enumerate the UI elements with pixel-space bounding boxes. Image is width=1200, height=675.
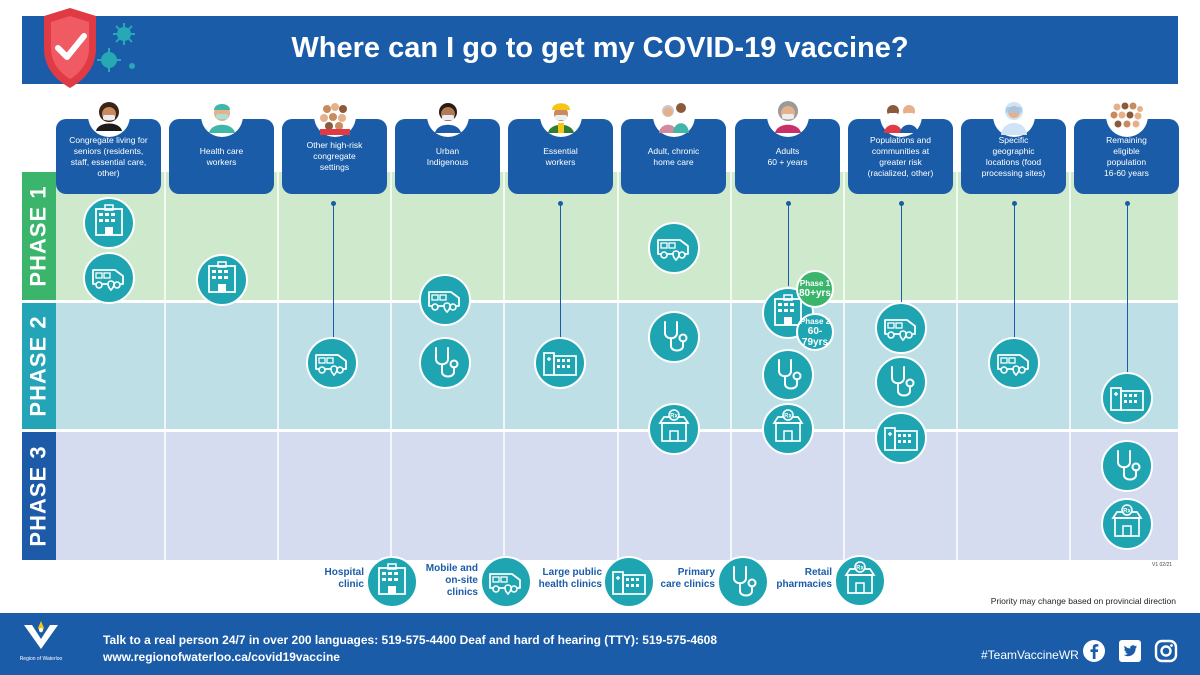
connector-dot (1012, 201, 1017, 206)
column-divider (164, 172, 166, 560)
stethoscope-icon (762, 349, 814, 401)
mobile-van-icon (306, 337, 358, 389)
essential-worker-avatar-icon (540, 95, 582, 137)
connector-dot (1125, 201, 1130, 206)
mobile-van-icon (988, 337, 1040, 389)
version-text: V1 02/21 (1152, 562, 1173, 568)
stethoscope-icon (717, 556, 769, 608)
page-title: Where can I go to get my COVID-19 vaccin… (291, 32, 909, 64)
svg-text:Rx: Rx (670, 414, 678, 420)
legend-retail-label: Retail pharmacies (776, 567, 832, 590)
column-divider (503, 172, 505, 560)
hospital-icon (366, 556, 418, 608)
public-health-clinic-icon (875, 412, 927, 464)
phase-1-label: PHASE 1 (22, 172, 56, 300)
legend-hospital-label: Hospital clinic (324, 567, 364, 590)
stethoscope-icon (875, 356, 927, 408)
phase-2-band (22, 303, 1178, 429)
column-divider (277, 172, 279, 560)
stethoscope-icon (419, 337, 471, 389)
legend-primary-label: Primary care clinics (660, 567, 715, 590)
legend-public-label: Large public health clinics (538, 567, 602, 590)
connector-dot (786, 201, 791, 206)
column-divider (1069, 172, 1071, 560)
pharmacy-icon: Rx (648, 403, 700, 455)
connector-line (1127, 204, 1128, 374)
connector-dot (331, 201, 336, 206)
connector-line (901, 204, 902, 304)
phase-2-60-79-badge: Phase 2 60-79yrs (796, 313, 834, 351)
twitter-icon[interactable] (1118, 639, 1142, 663)
pharmacy-icon: Rx (834, 555, 886, 607)
hospital-icon (196, 254, 248, 306)
health-worker-avatar-icon (201, 95, 243, 137)
mobile-van-icon (83, 252, 135, 304)
public-health-clinic-icon (534, 337, 586, 389)
mobile-van-icon (648, 222, 700, 274)
region-logo-icon (20, 619, 62, 655)
connector-dot (558, 201, 563, 206)
connector-line (1014, 204, 1015, 340)
communities-avatar-icon (880, 95, 922, 137)
footer-bar: Region of Waterloo Talk to a real person… (0, 613, 1200, 675)
mobile-van-icon (419, 274, 471, 326)
svg-text:Rx: Rx (784, 414, 792, 420)
group-card-adults-60: Adults 60 + years (735, 119, 840, 194)
mobile-van-icon (875, 302, 927, 354)
connector-line (560, 204, 561, 340)
column-divider (617, 172, 619, 560)
group-avatar-icon (314, 95, 356, 137)
website-link[interactable]: www.regionofwaterloo.ca/covid19vaccine (103, 650, 340, 664)
column-divider (843, 172, 845, 560)
public-health-clinic-icon (603, 556, 655, 608)
header-banner: Where can I go to get my COVID-19 vaccin… (22, 16, 1178, 84)
ppe-worker-avatar-icon (993, 95, 1035, 137)
home-care-avatar-icon (653, 95, 695, 137)
indigenous-avatar-icon (427, 95, 469, 137)
group-card-health-care-workers: Health care workers (169, 119, 274, 194)
phase-2-label: PHASE 2 (22, 303, 56, 429)
connector-dot (899, 201, 904, 206)
svg-text:Rx: Rx (1123, 509, 1131, 515)
adult-avatar-icon (767, 95, 809, 137)
pharmacy-icon: Rx (762, 403, 814, 455)
column-divider (956, 172, 958, 560)
region-name: Region of Waterloo (19, 656, 63, 662)
crowd-avatar-icon (1106, 95, 1148, 137)
instagram-icon[interactable] (1154, 639, 1178, 663)
hospital-icon (83, 197, 135, 249)
column-divider (730, 172, 732, 560)
phase-1-80-plus-badge: Phase 1 80+yrs (796, 270, 834, 308)
connector-line (333, 204, 334, 340)
svg-text:Rx: Rx (856, 566, 864, 572)
pharmacy-icon: Rx (1101, 498, 1153, 550)
public-health-clinic-icon (1101, 372, 1153, 424)
phase-3-band (22, 432, 1178, 560)
legend-mobile-label: Mobile and on-site clinics (425, 563, 478, 598)
connector-line (788, 204, 789, 286)
priority-note: Priority may change based on provincial … (990, 596, 1176, 606)
stethoscope-icon (1101, 440, 1153, 492)
mobile-van-icon (480, 556, 532, 608)
stethoscope-icon (648, 311, 700, 363)
phase-3-label: PHASE 3 (22, 432, 56, 560)
phone-info-text: Talk to a real person 24/7 in over 200 l… (103, 633, 718, 647)
hashtag-text: #TeamVaccineWR (981, 648, 1079, 662)
senior-avatar-icon (88, 95, 130, 137)
shield-check-icon (40, 4, 150, 96)
column-divider (390, 172, 392, 560)
facebook-icon[interactable] (1082, 639, 1106, 663)
